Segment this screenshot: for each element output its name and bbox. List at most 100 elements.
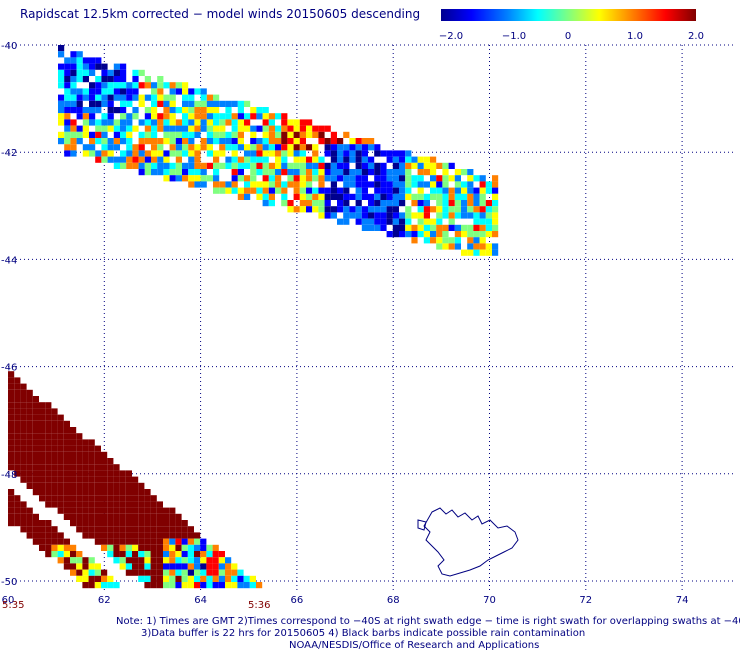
wind-cell	[492, 243, 499, 250]
wind-cell	[213, 107, 220, 114]
wind-cell	[8, 451, 15, 458]
wind-cell	[70, 445, 77, 452]
wind-cell	[411, 156, 418, 163]
wind-cell	[405, 231, 412, 238]
wind-cell	[51, 489, 58, 496]
wind-cell	[113, 63, 120, 70]
wind-cell	[107, 125, 114, 132]
wind-cell	[88, 451, 95, 458]
wind-cell	[355, 212, 362, 219]
wind-cell	[94, 507, 101, 514]
wind-cell	[318, 206, 325, 213]
wind-cell	[479, 243, 486, 250]
wind-cell	[380, 200, 387, 207]
wind-cell	[63, 563, 70, 570]
wind-cell	[293, 156, 300, 163]
wind-cell	[26, 451, 33, 458]
wind-cell	[32, 470, 39, 477]
wind-cell	[107, 507, 114, 514]
wind-cell	[163, 538, 170, 545]
wind-cell	[281, 200, 288, 207]
wind-cell	[8, 377, 15, 384]
wind-cell	[101, 482, 108, 489]
wind-cell	[206, 162, 213, 169]
wind-cell	[417, 162, 424, 169]
wind-cell	[213, 125, 220, 132]
wind-cell	[107, 526, 114, 533]
wind-cell	[212, 569, 219, 576]
wind-cell	[126, 125, 133, 132]
wind-cell	[32, 451, 39, 458]
wind-cell	[485, 218, 492, 225]
wind-cell	[144, 138, 151, 145]
wind-cell	[467, 206, 474, 213]
wind-cell	[107, 107, 114, 114]
wind-cell	[70, 544, 77, 551]
wind-cell	[88, 507, 95, 514]
wind-cell	[14, 396, 21, 403]
wind-cell	[82, 582, 89, 589]
wind-cell	[225, 107, 232, 114]
wind-cell	[380, 212, 387, 219]
wind-cell	[101, 569, 108, 576]
wind-cell	[101, 544, 108, 551]
wind-cell	[8, 501, 15, 508]
wind-cell	[113, 538, 120, 545]
wind-cell	[39, 451, 46, 458]
wind-cell	[151, 94, 158, 101]
wind-cell	[58, 138, 65, 145]
wind-cell	[219, 181, 226, 188]
lon-tick-label: 60	[2, 595, 15, 606]
wind-cell	[94, 520, 101, 527]
wind-cell	[287, 206, 294, 213]
wind-cell	[113, 131, 120, 138]
wind-cell	[175, 144, 182, 151]
wind-cell	[101, 76, 108, 83]
wind-cell	[132, 476, 139, 483]
wind-cell	[417, 169, 424, 176]
wind-cell	[244, 119, 251, 126]
wind-cell	[200, 107, 207, 114]
wind-cell	[132, 507, 139, 514]
wind-cell	[243, 582, 250, 589]
wind-cell	[213, 187, 220, 194]
wind-cell	[70, 489, 77, 496]
wind-cell	[392, 156, 399, 163]
wind-cell	[461, 212, 468, 219]
wind-cell	[20, 526, 27, 533]
wind-cell	[51, 420, 58, 427]
wind-cell	[125, 551, 132, 558]
wind-cell	[417, 224, 424, 231]
wind-cell	[138, 513, 145, 520]
wind-cell	[343, 131, 350, 138]
wind-cell	[467, 200, 474, 207]
wind-cell	[76, 520, 83, 527]
wind-cell	[132, 482, 139, 489]
wind-cell	[20, 476, 27, 483]
wind-cell	[26, 420, 33, 427]
wind-cell	[212, 582, 219, 589]
wind-cell	[473, 175, 480, 182]
wind-cell	[101, 501, 108, 508]
wind-cell	[14, 420, 21, 427]
wind-cell	[70, 69, 77, 76]
wind-cell	[63, 513, 70, 520]
wind-cell	[45, 408, 52, 415]
wind-cell	[32, 538, 39, 545]
wind-cell	[163, 175, 170, 182]
wind-cell	[368, 181, 375, 188]
wind-cell	[32, 433, 39, 440]
wind-cell	[392, 175, 399, 182]
wind-cell	[268, 144, 275, 151]
wind-cell	[125, 489, 132, 496]
wind-cell	[26, 464, 33, 471]
wind-cell	[45, 476, 52, 483]
wind-cell	[94, 538, 101, 545]
wind-cell	[169, 82, 176, 89]
wind-cell	[312, 131, 319, 138]
wind-cell	[138, 131, 145, 138]
wind-cell	[39, 489, 46, 496]
wind-cell	[151, 162, 158, 169]
wind-cell	[169, 113, 176, 120]
wind-cell	[94, 582, 101, 589]
